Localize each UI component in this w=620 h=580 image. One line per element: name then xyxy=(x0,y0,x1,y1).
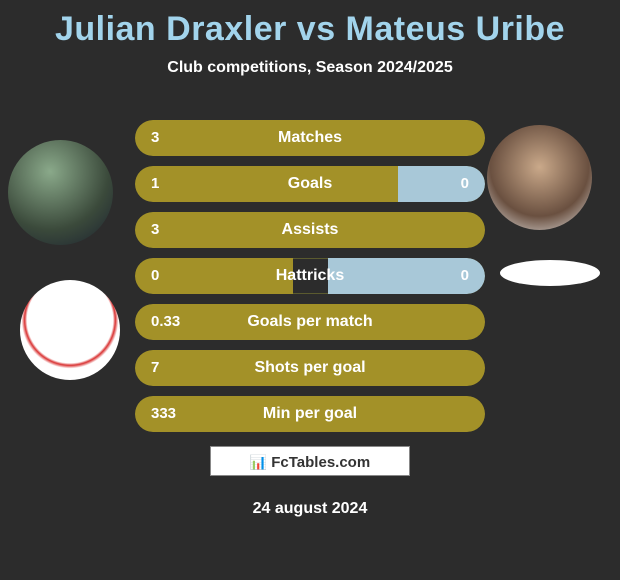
footer-label: FcTables.com xyxy=(271,454,370,471)
stat-row: Assists3 xyxy=(135,212,485,248)
player-right-avatar xyxy=(487,125,592,230)
stat-value-left: 3 xyxy=(151,212,159,248)
stat-label: Assists xyxy=(135,212,485,248)
stat-row: Matches3 xyxy=(135,120,485,156)
stat-value-left: 0.33 xyxy=(151,304,180,340)
page-subtitle: Club competitions, Season 2024/2025 xyxy=(0,59,620,77)
stat-row: Goals1 0 xyxy=(135,166,485,202)
stat-label: Matches xyxy=(135,120,485,156)
chart-icon: 📊 xyxy=(250,447,267,477)
page-title: Julian Draxler vs Mateus Uribe xyxy=(0,0,620,49)
stat-value-left: 0 xyxy=(151,258,159,294)
club-right-badge xyxy=(500,260,600,286)
stat-row: Hattricks0 0 xyxy=(135,258,485,294)
stat-label: Shots per goal xyxy=(135,350,485,386)
stat-label: Hattricks xyxy=(135,258,485,294)
stat-label: Min per goal xyxy=(135,396,485,432)
stat-value-left: 7 xyxy=(151,350,159,386)
player-left-avatar xyxy=(8,140,113,245)
stat-value-left: 1 xyxy=(151,166,159,202)
footer-date: 24 august 2024 xyxy=(0,500,620,518)
stat-row: Min per goal333 xyxy=(135,396,485,432)
stat-value-left: 3 xyxy=(151,120,159,156)
stat-value-right: 0 xyxy=(461,166,469,202)
stat-value-left: 333 xyxy=(151,396,176,432)
stat-label: Goals xyxy=(135,166,485,202)
footer-badge: 📊FcTables.com xyxy=(210,446,410,476)
stats-container: Matches3Goals10Assists3Hattricks00Goals … xyxy=(135,120,485,442)
club-left-badge xyxy=(20,280,120,380)
stat-label: Goals per match xyxy=(135,304,485,340)
stat-row: Shots per goal7 xyxy=(135,350,485,386)
stat-row: Goals per match0.33 xyxy=(135,304,485,340)
stat-value-right: 0 xyxy=(461,258,469,294)
